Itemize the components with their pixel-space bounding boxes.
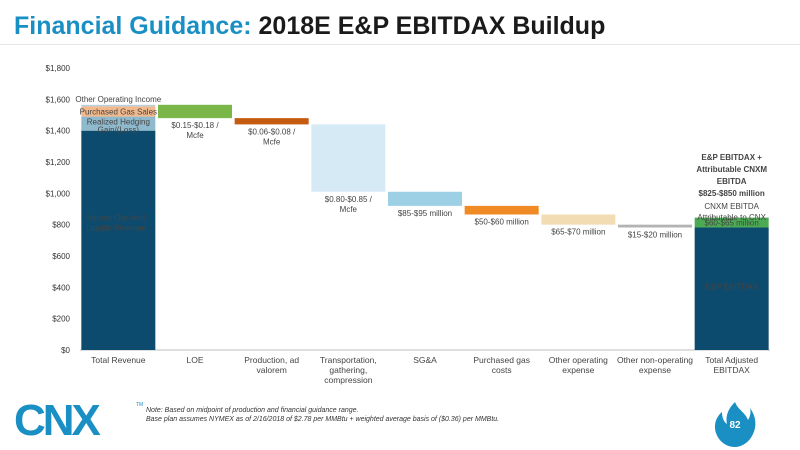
x-tick-label: EBITDAX (713, 365, 750, 375)
x-tick-label: Other operating (549, 355, 608, 365)
y-tick-label: $1,400 (46, 127, 71, 136)
bar-segment (311, 124, 386, 192)
bar-segment (694, 227, 769, 350)
data-label: $60-$65 million (705, 219, 759, 228)
y-tick-label: $800 (52, 221, 70, 230)
x-tick-label: valorem (257, 365, 287, 375)
data-label: $85-$95 million (398, 209, 452, 218)
data-label: Purchased Gas Sales (80, 107, 157, 116)
title-divider (0, 44, 800, 45)
page-number: 82 (729, 420, 741, 431)
callout-text: EBITDA (717, 177, 747, 186)
title-accent: Financial Guidance: (14, 12, 252, 40)
bar-segment (234, 118, 309, 125)
y-tick-label: $200 (52, 315, 70, 324)
data-label: $0.06-$0.08 / (248, 127, 296, 136)
waterfall-chart: $0 $200 $400 $600 $800 $1,000 $1,200 $1,400 $1,6… (46, 64, 770, 385)
cnx-logo: CNX TM (14, 396, 144, 445)
x-tick-label: Production, ad (244, 355, 299, 365)
data-label: Realized Hedging (87, 118, 150, 127)
data-label: $0.80-$0.85 / (325, 195, 373, 204)
y-tick-label: $0 (61, 346, 70, 355)
y-tick-label: $400 (52, 283, 70, 292)
callout-subtext: Attributable to CNX (697, 213, 766, 222)
data-label: Mcfe (263, 137, 281, 146)
callout-text: Attributable CNXM (696, 165, 767, 174)
bar-segment (158, 104, 232, 119)
bar-segment (541, 214, 616, 225)
y-tick-label: $1,800 (46, 64, 71, 73)
bar-segment (81, 104, 156, 107)
callout-subtext: CNXM EBITDA (704, 202, 759, 211)
y-tick-label: $600 (52, 252, 70, 261)
x-tick-label: Purchased gas (473, 355, 530, 365)
logo-trademark: TM (136, 402, 144, 408)
footnote-line-1: Note: Based on midpoint of production an… (146, 407, 359, 414)
data-label: $65-$70 million (551, 228, 605, 237)
x-tick-label: costs (492, 365, 512, 375)
callout-text: E&P EBITDAX + (701, 153, 762, 162)
bar-segment (388, 191, 462, 206)
page-title: Financial Guidance: 2018E E&P EBITDAX Bu… (14, 12, 605, 41)
x-tick-label: Total Revenue (91, 355, 146, 365)
y-tick-label: $1,600 (46, 95, 71, 104)
bar-segment (81, 130, 156, 350)
x-tick-label: Other non-operating (617, 355, 693, 365)
logo-text: CNX (14, 396, 101, 445)
x-tick-label: Transportation, (320, 355, 377, 365)
data-label: Gain/(Loss) (98, 126, 140, 135)
title-main: 2018E E&P EBITDAX Buildup (258, 12, 606, 40)
x-tick-label: Total Adjusted (705, 355, 758, 365)
bar-segment (81, 106, 156, 117)
x-tick-label: gathering, (329, 365, 367, 375)
x-tick-label: LOE (186, 355, 203, 365)
data-label: Mcfe (186, 131, 204, 140)
data-label: E&P EBITDAX (706, 282, 759, 291)
footnote: Note: Based on midpoint of production an… (146, 406, 499, 424)
x-tick-label: expense (639, 365, 671, 375)
bar-segment (618, 224, 692, 228)
data-label: $15-$20 million (628, 230, 682, 239)
data-label: Mcfe (340, 205, 358, 214)
flame-icon (714, 402, 756, 447)
x-tick-label: SG&A (413, 355, 437, 365)
y-tick-label: $1,200 (46, 158, 71, 167)
data-label: $0.15-$0.18 / (171, 121, 219, 130)
x-tick-label: compression (324, 375, 372, 385)
footnote-line-2: Base plan assumes NYMEX as of 2/16/2018 … (146, 416, 500, 423)
callout-text: $825-$850 million (699, 189, 765, 198)
y-tick-label: $1,000 (46, 189, 71, 198)
data-label: Liquids Revenue (86, 224, 146, 233)
data-label: $50-$60 million (475, 217, 529, 226)
bar-segment (464, 205, 539, 215)
x-tick-label: expense (562, 365, 594, 375)
data-label: Natural Gas And (86, 214, 145, 223)
bar-segment (81, 116, 156, 131)
bar-segment (694, 217, 769, 228)
data-label: Other Operating Income (75, 95, 161, 104)
